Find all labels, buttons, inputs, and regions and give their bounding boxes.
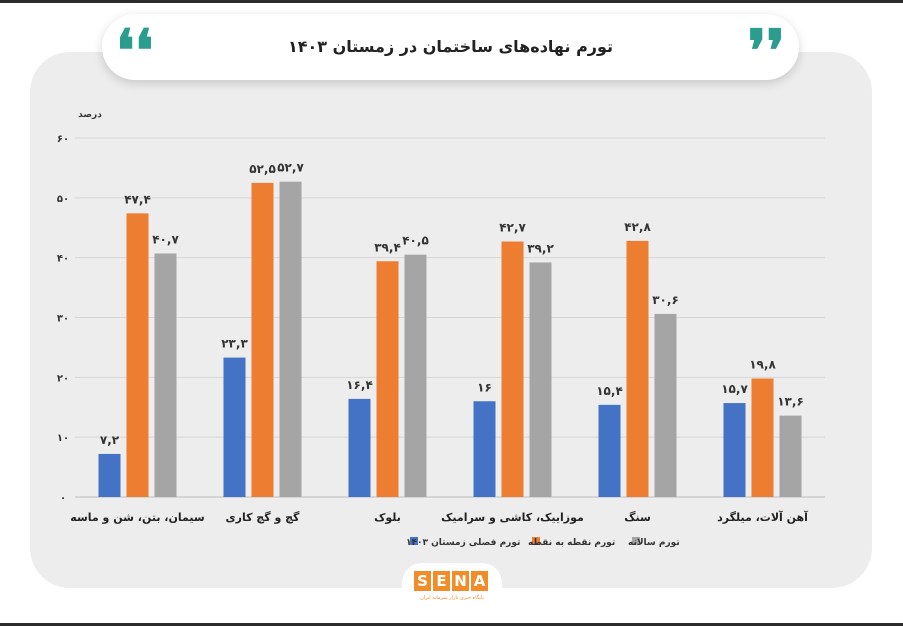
x-tick-label: موزاییک، کاشی و سرامیک (441, 511, 584, 524)
logo-letter: N (452, 571, 469, 591)
bar (404, 254, 427, 497)
y-tick-label: ۶۰ (57, 134, 69, 145)
bar (376, 261, 399, 497)
logo-subtitle: پایگاه خبری بازار سرمایه ایران (420, 595, 484, 601)
bar (626, 240, 649, 497)
legend-item: تورم سالانه (628, 538, 680, 548)
legend-swatch (532, 537, 540, 545)
data-label: ۷,۲ (100, 433, 120, 447)
bar (98, 453, 121, 497)
bar (348, 398, 371, 497)
data-label: ۱۵,۷ (721, 382, 748, 396)
data-label: ۵۲,۵ (249, 162, 276, 176)
data-label: ۱۵,۴ (596, 384, 623, 398)
y-tick-label: ۳۰ (57, 314, 69, 325)
bar (779, 415, 802, 497)
data-label: ۲۳,۳ (221, 337, 248, 351)
data-label: ۳۹,۲ (527, 241, 554, 255)
y-tick-label: ۱۰ (57, 433, 69, 444)
legend-item: تورم نقطه به نقطه (528, 538, 615, 548)
data-label: ۴۷,۴ (124, 192, 151, 206)
bar (598, 404, 621, 497)
x-tick-label: بلوک (374, 511, 401, 524)
y-tick-label: ۲۰ (57, 373, 69, 384)
y-tick-label: ۰ (60, 493, 66, 504)
x-tick-label: سیمان، بتن، شن و ماسه (70, 511, 204, 524)
bar (654, 313, 677, 497)
title-bar: ❛❛ تورم نهاده‌های ساختمان در زمستان ۱۴۰۳… (102, 14, 799, 80)
data-label: ۱۶ (477, 380, 492, 394)
data-label: ۳۹,۴ (374, 240, 401, 254)
logo-letter: A (471, 571, 488, 591)
bar (251, 182, 274, 497)
bottom-border (0, 623, 903, 626)
bar (223, 357, 246, 497)
bar (529, 262, 552, 497)
bar (723, 403, 746, 497)
legend-swatch (632, 537, 640, 545)
bar (154, 253, 177, 497)
quote-open-icon: ❛❛ (116, 17, 154, 85)
logo-letters: S E N A (414, 571, 488, 591)
bar (501, 241, 524, 497)
data-label: ۱۳,۶ (777, 395, 804, 409)
x-tick-label: سنگ (624, 510, 651, 524)
page-title: تورم نهاده‌های ساختمان در زمستان ۱۴۰۳ (287, 37, 614, 56)
y-tick-label: ۴۰ (57, 254, 69, 265)
data-label: ۱۹,۸ (749, 358, 776, 372)
x-tick-label: گچ و گچ کاری (226, 511, 301, 524)
logo: S E N A پایگاه خبری بازار سرمایه ایران (402, 563, 502, 615)
data-label: ۴۲,۸ (624, 220, 651, 234)
legend-swatch (410, 537, 418, 545)
bar (473, 401, 496, 497)
bar (279, 181, 302, 497)
bar (126, 213, 149, 497)
logo-letter: S (414, 571, 431, 591)
logo-letter: E (433, 571, 450, 591)
top-border (0, 0, 903, 3)
data-label: ۴۲,۷ (499, 221, 526, 235)
x-tick-label: آهن آلات، میلگرد (717, 510, 808, 524)
data-label: ۳۰,۶ (652, 293, 679, 307)
data-label: ۴۰,۷ (152, 232, 179, 246)
data-label: ۴۰,۵ (402, 234, 429, 248)
y-axis-label: درصد (78, 110, 102, 120)
legend-item: تورم فصلی زمستان ۱۴۰۳ (406, 538, 520, 548)
quote-close-icon: ❜❜ (747, 17, 785, 85)
y-tick-label: ۵۰ (57, 194, 69, 205)
data-label: ۵۲,۷ (277, 161, 304, 175)
bar (751, 378, 774, 497)
data-label: ۱۶,۴ (346, 378, 373, 392)
